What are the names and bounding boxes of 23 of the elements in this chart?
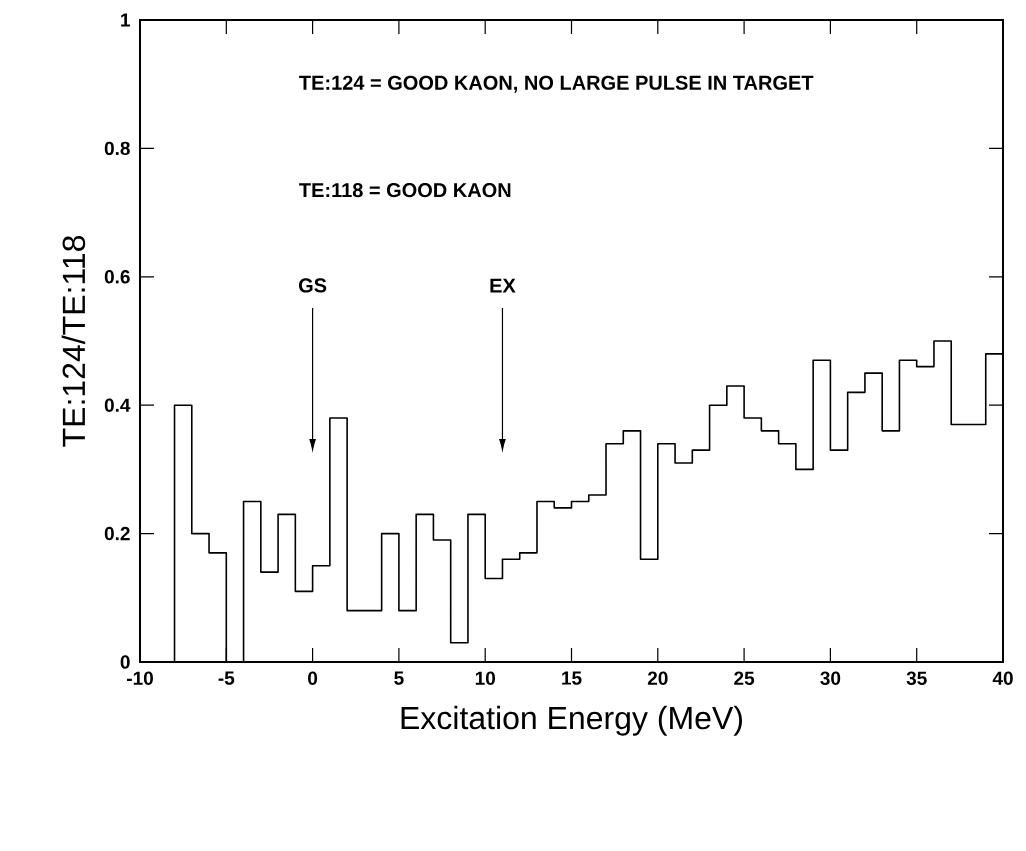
y-tick-label: 0 — [120, 655, 130, 669]
annotation: TE:124 = GOOD KAON, NO LARGE PULSE IN TARGET — [299, 75, 814, 93]
x-tick-label: 35 — [906, 671, 927, 686]
x-tick-label: -5 — [218, 671, 235, 685]
x-tick-label: 5 — [394, 671, 404, 685]
annotation: EX — [490, 278, 516, 293]
x-tick-label: 20 — [647, 671, 668, 685]
x-tick-label: -10 — [127, 671, 153, 685]
y-tick-label: 0.2 — [104, 526, 130, 541]
y-tick-label: 1 — [121, 13, 130, 27]
x-tick-label: 40 — [992, 671, 1013, 685]
y-tick-label: 0.4 — [104, 398, 131, 412]
x-tick-label: 30 — [820, 671, 841, 686]
y-tick-label: 0.6 — [104, 270, 130, 284]
y-tick-label: 0.8 — [104, 141, 130, 156]
annotation: GS — [298, 278, 327, 293]
x-tick-label: 25 — [734, 671, 755, 685]
x-tick-label: 15 — [562, 671, 582, 685]
x-axis-title: Excitation Energy (MeV) — [401, 705, 742, 736]
x-tick-label: 0 — [308, 671, 318, 685]
y-axis-title: TE:124/TE:118 — [61, 235, 86, 447]
x-tick-label: 10 — [475, 671, 495, 685]
annotation: TE:118 = GOOD KAON — [299, 183, 511, 198]
